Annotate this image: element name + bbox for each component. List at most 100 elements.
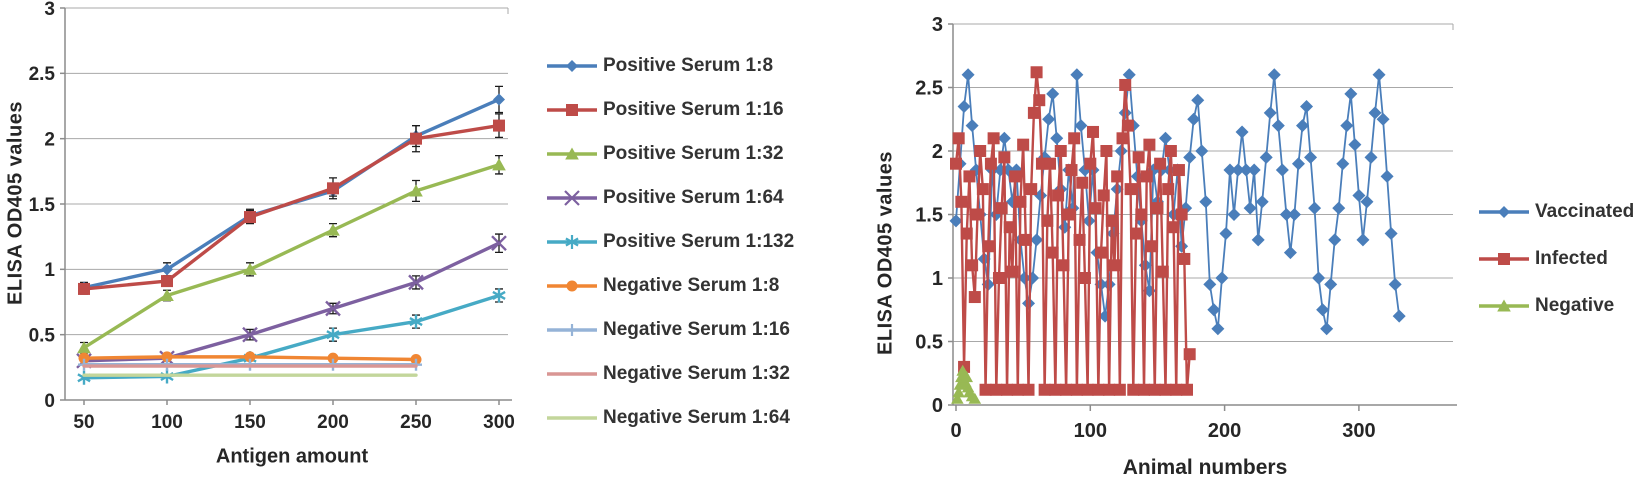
square-marker: [1089, 202, 1102, 215]
diamond-marker: [1332, 201, 1346, 215]
y-tick-label: 3: [44, 0, 55, 20]
legend-item: Positive Serum 1:64: [545, 182, 794, 213]
diamond-marker: [1219, 227, 1233, 241]
square-marker: [1124, 183, 1137, 196]
diamond-marker: [1215, 271, 1229, 285]
circle-marker: [161, 351, 173, 363]
square-marker: [990, 383, 1003, 396]
square-marker: [1140, 170, 1153, 183]
circle-marker: [78, 352, 90, 364]
x-tick-label: 100: [151, 412, 183, 433]
square-marker: [1041, 214, 1054, 227]
square-marker: [1119, 78, 1132, 91]
square-marker: [493, 119, 505, 132]
diamond-marker: [1203, 277, 1217, 291]
square-marker: [1127, 383, 1140, 396]
legend-label: Negative Serum 1:16: [603, 318, 790, 340]
diamond-marker: [1279, 208, 1293, 221]
diamond-marker: [1300, 100, 1314, 114]
square-marker: [78, 282, 90, 295]
legend-square-marker: [1498, 252, 1510, 265]
legend-label: Negative Serum 1:64: [603, 406, 790, 428]
legend-label: Positive Serum 1:32: [603, 142, 784, 164]
legend-marker: [547, 323, 597, 336]
series-line: [954, 71, 1191, 391]
diamond-marker: [161, 263, 173, 276]
diamond-marker: [1223, 163, 1237, 177]
y-tick-label: 2: [44, 130, 55, 151]
square-marker: [984, 157, 997, 170]
square-marker: [1078, 272, 1091, 284]
legend-circle-marker: [566, 280, 578, 291]
left-chart-plot: 0 0.5 1 1.5 2 2.5 3 50 100 150 200 250 300: [29, 0, 515, 433]
square-marker: [1046, 246, 1059, 259]
square-marker: [1081, 383, 1094, 396]
square-marker: [1121, 119, 1134, 132]
square-marker: [244, 211, 256, 224]
square-marker: [1167, 221, 1180, 234]
square-marker: [974, 145, 987, 157]
x-tick-label: 100: [1074, 420, 1107, 442]
square-marker: [1006, 265, 1019, 278]
square-marker: [1175, 208, 1188, 221]
square-marker: [982, 240, 995, 253]
diamond-marker: [1231, 163, 1245, 177]
square-marker: [1129, 227, 1142, 240]
asterisk-marker: [326, 327, 340, 342]
y-tick-label: 3: [932, 14, 943, 36]
diamond-marker: [1336, 157, 1350, 171]
diamond-marker: [1259, 150, 1273, 164]
legend-triangle-marker: [1497, 299, 1511, 312]
square-marker: [1105, 214, 1118, 227]
square-marker: [327, 182, 339, 195]
square-marker: [1068, 132, 1081, 145]
square-marker: [1038, 383, 1051, 396]
diamond-marker: [1360, 195, 1374, 209]
square-marker: [1049, 383, 1062, 396]
y-tick-label: 1: [932, 268, 943, 290]
diamond-marker: [1207, 303, 1221, 317]
diamond-marker: [1235, 125, 1249, 139]
x-marker: [408, 274, 424, 291]
diamond-marker: [1328, 233, 1342, 247]
diamond-marker: [1304, 150, 1318, 164]
diamond-marker: [1211, 322, 1225, 336]
square-marker: [1014, 195, 1027, 208]
square-marker: [1097, 189, 1110, 202]
x-tick-label: 200: [1208, 420, 1241, 442]
diamond-marker: [1239, 163, 1253, 177]
series-line: [82, 241, 501, 363]
square-marker: [1138, 383, 1151, 396]
y-tick-label: 0.5: [29, 326, 56, 347]
legend-triangle-marker: [565, 147, 579, 160]
legend-marker: [547, 103, 597, 116]
diamond-marker: [997, 131, 1011, 145]
legend-asterisk-marker: [565, 234, 579, 249]
square-marker: [976, 183, 989, 196]
y-tick-label: 2.5: [29, 64, 56, 85]
square-marker: [1011, 383, 1024, 396]
square-marker: [1170, 383, 1183, 396]
triangle-marker: [968, 392, 982, 404]
square-marker: [1057, 259, 1070, 272]
diamond-marker: [961, 68, 975, 82]
square-marker: [1103, 383, 1116, 396]
square-marker: [1135, 208, 1148, 221]
circle-marker: [244, 351, 256, 363]
asterisk-marker: [409, 314, 423, 329]
square-marker: [1022, 383, 1035, 396]
square-marker: [1111, 170, 1124, 183]
legend-item: Negative: [1477, 290, 1634, 321]
right-chart-legend: Vaccinated Infected Negative: [1477, 196, 1634, 321]
diamond-marker: [1312, 271, 1326, 285]
square-marker: [963, 170, 976, 183]
square-marker: [950, 157, 962, 170]
legend-marker: [1479, 299, 1529, 312]
diamond-marker: [1118, 106, 1132, 120]
diamond-marker: [1283, 246, 1297, 260]
diamond-marker: [1227, 208, 1241, 221]
square-marker: [1100, 145, 1113, 157]
square-marker: [987, 132, 1000, 145]
legend-marker: [547, 189, 597, 206]
legend-label: Positive Serum 1:132: [603, 230, 795, 252]
